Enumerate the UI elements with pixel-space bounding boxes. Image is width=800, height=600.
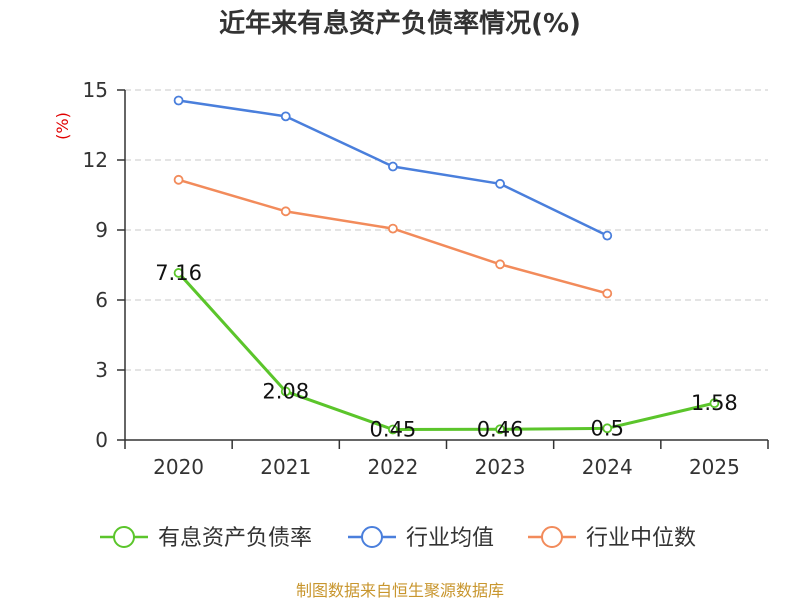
point-s1-2024: [602, 230, 613, 241]
data-label-2020: 7.16: [155, 261, 202, 285]
point-s0-2020: [173, 268, 184, 278]
data-label-2021: 2.08: [262, 379, 309, 403]
point-s1-2021: [280, 111, 291, 122]
series-line-2: [178, 178, 608, 295]
series-2: [173, 174, 613, 299]
y-tick-label-9: 9: [95, 218, 108, 242]
data-label-2024: 0.5: [591, 416, 624, 440]
legend-label-0: 有息资产负债率: [158, 526, 312, 551]
data-label-2025: 1.58: [691, 391, 738, 415]
grid-lines: [125, 89, 768, 371]
y-tick-label-3: 3: [95, 358, 108, 382]
legend-item-2: 行业中位数: [528, 526, 696, 551]
x-tick-label-2022: 2022: [367, 455, 418, 479]
point-s1-2023: [495, 178, 505, 189]
point-s0-2025: [709, 398, 720, 409]
legend-marker-1: [361, 526, 383, 548]
legend: 有息资产负债率 行业均值 行业中位数: [100, 526, 696, 551]
legend-item-1: 行业均值: [348, 526, 494, 551]
legend-marker-0: [113, 526, 135, 548]
y-tick-label-6: 6: [95, 288, 108, 312]
point-s2-2024: [602, 288, 613, 299]
x-tick-label-2024: 2024: [582, 455, 633, 479]
data-source-note: 制图数据来自恒生聚源数据库: [296, 581, 504, 600]
point-s2-2023: [495, 259, 505, 270]
point-s2-2021: [280, 206, 291, 217]
x-tick-label-2020: 2020: [153, 455, 204, 479]
legend-marker-2: [541, 526, 563, 548]
x-tick-label-2023: 2023: [475, 455, 526, 479]
axes: 0 3 6 9 12 15 2020 2021 2022 2023 2024 2025: [83, 78, 769, 479]
series-layer: [173, 95, 720, 435]
point-s2-2022: [388, 223, 398, 234]
series-0: [173, 268, 720, 435]
data-label-2023: 0.46: [477, 417, 524, 441]
x-tick-label-2021: 2021: [260, 455, 311, 479]
legend-label-2: 行业中位数: [586, 526, 696, 551]
x-tick-label-2025: 2025: [689, 455, 740, 479]
point-s1-2022: [388, 161, 398, 172]
chart-title: 近年来有息资产负债率情况(%): [219, 8, 581, 39]
point-s0-2022: [388, 424, 398, 435]
series-1: [173, 95, 613, 241]
legend-item-0: 有息资产负债率: [100, 526, 312, 551]
point-s0-2023: [495, 424, 505, 435]
series-line-0: [177, 271, 715, 431]
point-s1-2020: [173, 95, 184, 106]
point-s0-2021: [280, 386, 291, 397]
data-labels: 7.16 2.08 0.45 0.46 0.5 1.58: [155, 261, 738, 442]
data-label-2022: 0.45: [370, 418, 417, 442]
point-s0-2024: [602, 423, 613, 434]
y-tick-label-0: 0: [95, 428, 108, 452]
point-s2-2020: [173, 174, 184, 185]
legend-label-1: 行业均值: [406, 526, 494, 551]
y-axis-unit: (%): [53, 112, 72, 140]
y-tick-label-12: 12: [83, 148, 108, 172]
y-tick-label-15: 15: [83, 78, 108, 102]
